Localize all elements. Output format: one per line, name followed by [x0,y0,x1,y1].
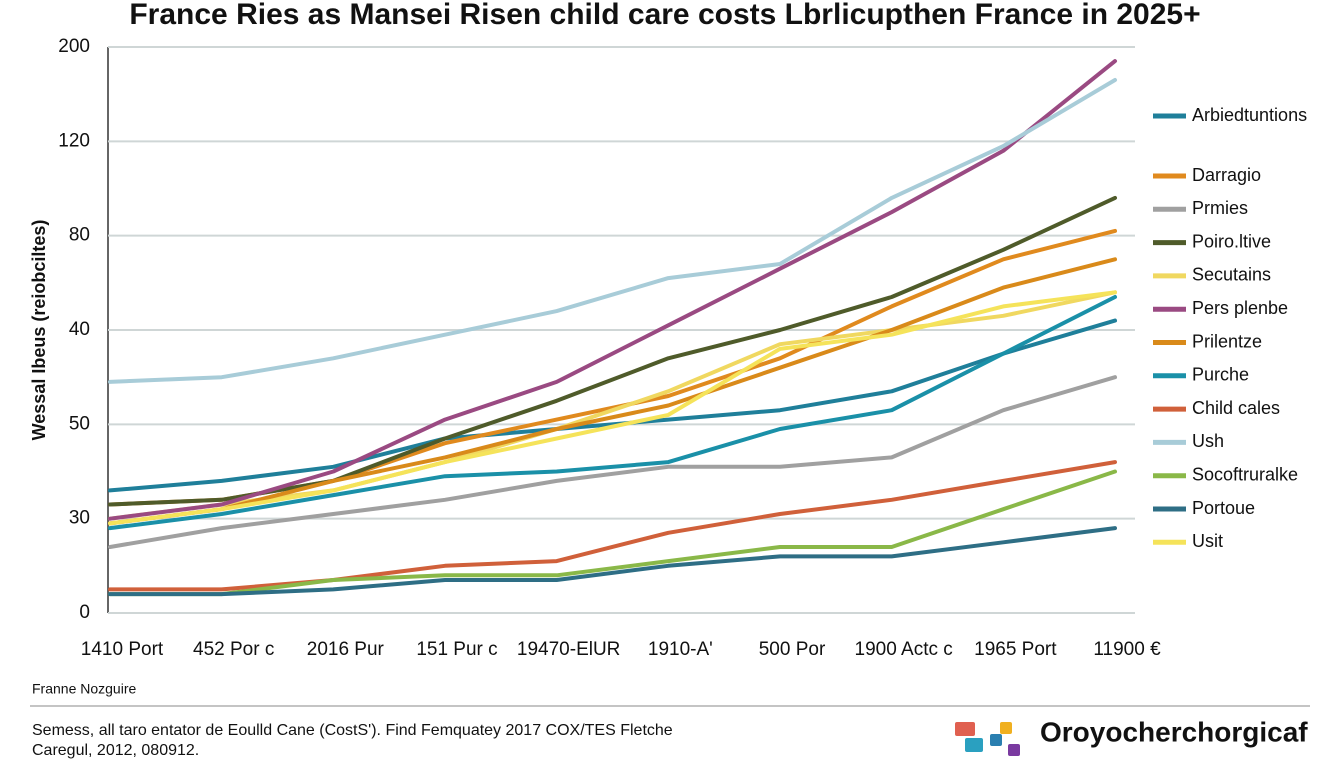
x-tick-label: 1900 Actc c [855,639,953,660]
series-line [108,257,1117,526]
y-tick-label: 120 [58,130,90,151]
legend-label: Prilentze [1192,331,1262,351]
legend-label: Child cales [1192,398,1280,418]
legend-label: Portoue [1192,498,1255,518]
footer-note: Franne Nozguire [32,681,136,697]
series-line [108,290,1117,526]
series-line [108,526,1117,597]
legend-label: Poiro.ltive [1192,231,1271,251]
x-tick-label: 2016 Pur [307,639,385,660]
source-text: Caregul, 2012, 080912. [32,742,199,759]
series-line [108,290,1117,521]
y-tick-label: 0 [79,602,90,623]
y-tick-label: 80 [69,225,90,246]
legend-label: Pers plenbe [1192,298,1288,318]
x-tick-label: 19470-ElUR [517,639,621,660]
y-tick-label: 40 [69,319,90,340]
series-line [108,195,1117,507]
x-tick-label: 500 Por [759,639,826,660]
series-line [108,460,1117,592]
legend-label: Socoftruralke [1192,464,1298,484]
series-line [108,469,1117,597]
series-line [108,59,1117,521]
chart-title: France Ries as Mansei Risen child care c… [129,0,1200,31]
legend-label: Arbiedtuntions [1192,105,1307,125]
legend-label: Secutains [1192,265,1271,285]
series-line [108,375,1117,549]
legend-label: Darragio [1192,165,1261,185]
source-text: Semess, all taro entator de Eoulld Cane … [32,722,673,739]
logo-text: Oroyocherchorgicaf [1040,716,1308,747]
x-tick-label: 151 Pur c [416,639,497,660]
x-tick-label: 11900 € [1093,639,1161,660]
series-line [108,295,1117,531]
series-line [108,78,1117,384]
x-tick-label: 1410 Port [81,639,164,660]
series-line [108,318,1117,493]
legend-label: Usit [1192,531,1223,551]
x-tick-label: 452 Por c [193,639,274,660]
legend-label: Prmies [1192,198,1248,218]
y-tick-label: 50 [69,413,90,434]
y-tick-label: 200 [58,36,90,57]
y-tick-label: 30 [69,508,90,529]
x-tick-label: 1910-A' [648,639,713,660]
y-axis-label: Wessal Ibeus (reiobciltes) [29,220,49,441]
legend-label: Ush [1192,431,1224,451]
x-tick-label: 1965 Port [974,639,1057,660]
logo-icon [955,722,1020,756]
legend-label: Purche [1192,365,1249,385]
